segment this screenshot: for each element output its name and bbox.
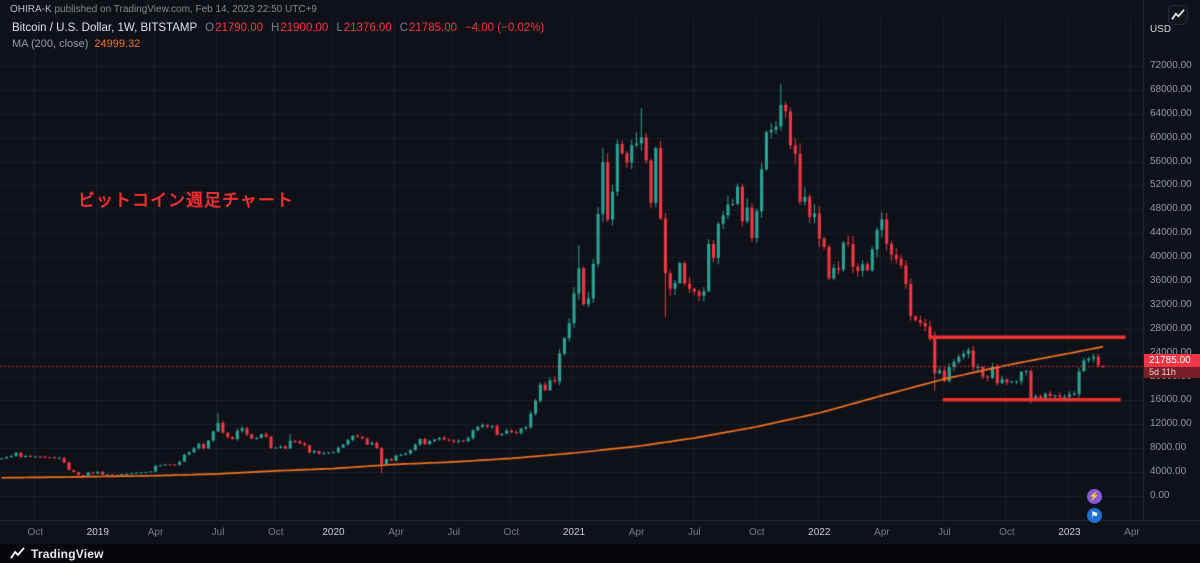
ma-label[interactable]: MA (200, close) xyxy=(12,38,89,50)
time-axis-month-label: Jul xyxy=(687,527,701,538)
price-axis-label: 52000.00 xyxy=(1150,179,1192,191)
price-axis-label: 56000.00 xyxy=(1150,155,1192,167)
publisher-name: OHIRA-K xyxy=(10,4,52,15)
time-axis-year-label: 2022 xyxy=(808,527,831,538)
price-axis-label: 40000.00 xyxy=(1150,251,1192,263)
tv-zigzag-mark xyxy=(1171,9,1185,20)
price-axis[interactable]: USD 21785.00 5d 11h 72000.00 68000.00 6400… xyxy=(1144,0,1200,520)
time-axis-year-label: 2020 xyxy=(322,527,345,538)
time-axis-month-label: Jul xyxy=(211,527,225,538)
publish-details: published on TradingView.com, Feb 14, 20… xyxy=(51,4,317,15)
close-value: 21785.00 xyxy=(409,22,457,34)
low-readout: L21376.00 xyxy=(336,22,391,34)
price-axis-label: 44000.00 xyxy=(1150,227,1192,239)
price-chart-canvas[interactable] xyxy=(0,0,1200,544)
time-axis-month-label: Jul xyxy=(447,527,461,538)
time-axis-month-label: Jul xyxy=(937,527,951,538)
tradingview-wordmark[interactable]: TradingView xyxy=(31,546,104,561)
time-axis-month-label: Oct xyxy=(748,527,765,538)
time-axis-month-label: Oct xyxy=(999,527,1015,538)
annotation-text[interactable]: ビットコイン週足チャート xyxy=(78,191,294,210)
price-axis-label: 0.00 xyxy=(1150,490,1170,501)
time-axis-month-label: Apr xyxy=(388,527,404,538)
time-axis-month-label: Apr xyxy=(1124,527,1140,538)
time-axis-month-label: Oct xyxy=(503,527,520,538)
open-label: O xyxy=(205,22,215,34)
ma-value: 24999.32 xyxy=(94,38,141,50)
price-axis-label: 32000.00 xyxy=(1150,298,1192,310)
price-axis-label: 12000.00 xyxy=(1150,418,1192,430)
tradingview-logo-icon[interactable] xyxy=(1168,5,1188,25)
legend-main-row: Bitcoin / U.S. Dollar, 1W, BITSTAMP O217… xyxy=(12,22,544,34)
time-axis-month-label: Oct xyxy=(267,527,284,538)
idea-badge-flag-icon[interactable]: ⚑ xyxy=(1087,508,1102,523)
chart-legend: Bitcoin / U.S. Dollar, 1W, BITSTAMP O217… xyxy=(12,22,544,50)
last-price-value: 21785.00 xyxy=(1144,353,1200,367)
time-axis-month-label: Apr xyxy=(628,527,645,538)
tv-zigzag-mark xyxy=(10,547,25,559)
time-axis-month-label: Apr xyxy=(147,527,164,538)
high-readout: H21900.00 xyxy=(271,22,328,34)
symbol-title[interactable]: Bitcoin / U.S. Dollar, 1W, BITSTAMP xyxy=(12,22,198,34)
publish-info: OHIRA-K published on TradingView.com, Fe… xyxy=(10,4,317,15)
price-axis-label: 28000.00 xyxy=(1150,322,1192,334)
time-axis-month-label: Oct xyxy=(27,527,44,538)
time-axis-year-label: 2023 xyxy=(1058,527,1081,538)
price-axis-label: 36000.00 xyxy=(1150,275,1192,286)
price-axis-label: 60000.00 xyxy=(1150,131,1192,143)
price-axis-label: 72000.00 xyxy=(1150,60,1192,71)
high-label: H xyxy=(271,22,280,34)
low-label: L xyxy=(336,22,343,34)
low-value: 21376.00 xyxy=(343,22,392,34)
price-axis-label: 4000.00 xyxy=(1150,466,1187,478)
open-readout: O21790.00 xyxy=(205,22,263,34)
currency-unit-label[interactable]: USD xyxy=(1150,24,1172,35)
time-axis[interactable]: Oct 2019 Apr Jul Oct 2020 Apr Jul Oct 2021 Apr Jul O… xyxy=(0,520,1143,544)
bar-countdown: 5d 11h xyxy=(1144,366,1200,378)
price-axis-label: 68000.00 xyxy=(1150,83,1192,95)
price-axis-label: 48000.00 xyxy=(1150,203,1192,215)
price-axis-label: 24000.00 xyxy=(1150,346,1192,358)
idea-badge-lightning-icon[interactable]: ⚡ xyxy=(1087,489,1102,504)
last-price-tag: 21785.00 5d 11h xyxy=(1144,353,1200,378)
price-axis-label: 8000.00 xyxy=(1150,442,1187,454)
footer-bar: TradingView xyxy=(0,544,1200,563)
high-value: 21900.00 xyxy=(280,22,329,34)
price-axis-label: 64000.00 xyxy=(1150,107,1192,119)
tradingview-logo-icon[interactable] xyxy=(10,547,25,560)
close-readout: C21785.00 xyxy=(400,22,457,34)
time-axis-year-label: 2021 xyxy=(562,527,586,538)
price-axis-label: 16000.00 xyxy=(1150,394,1192,406)
time-axis-year-label: 2019 xyxy=(86,527,109,538)
close-label: C xyxy=(399,22,409,34)
open-value: 21790.00 xyxy=(215,22,264,34)
time-axis-month-label: Apr xyxy=(874,527,890,538)
change-value: −4.00 (−0.02%) xyxy=(464,22,545,34)
legend-ma-row: MA (200, close) 24999.32 xyxy=(12,38,544,50)
